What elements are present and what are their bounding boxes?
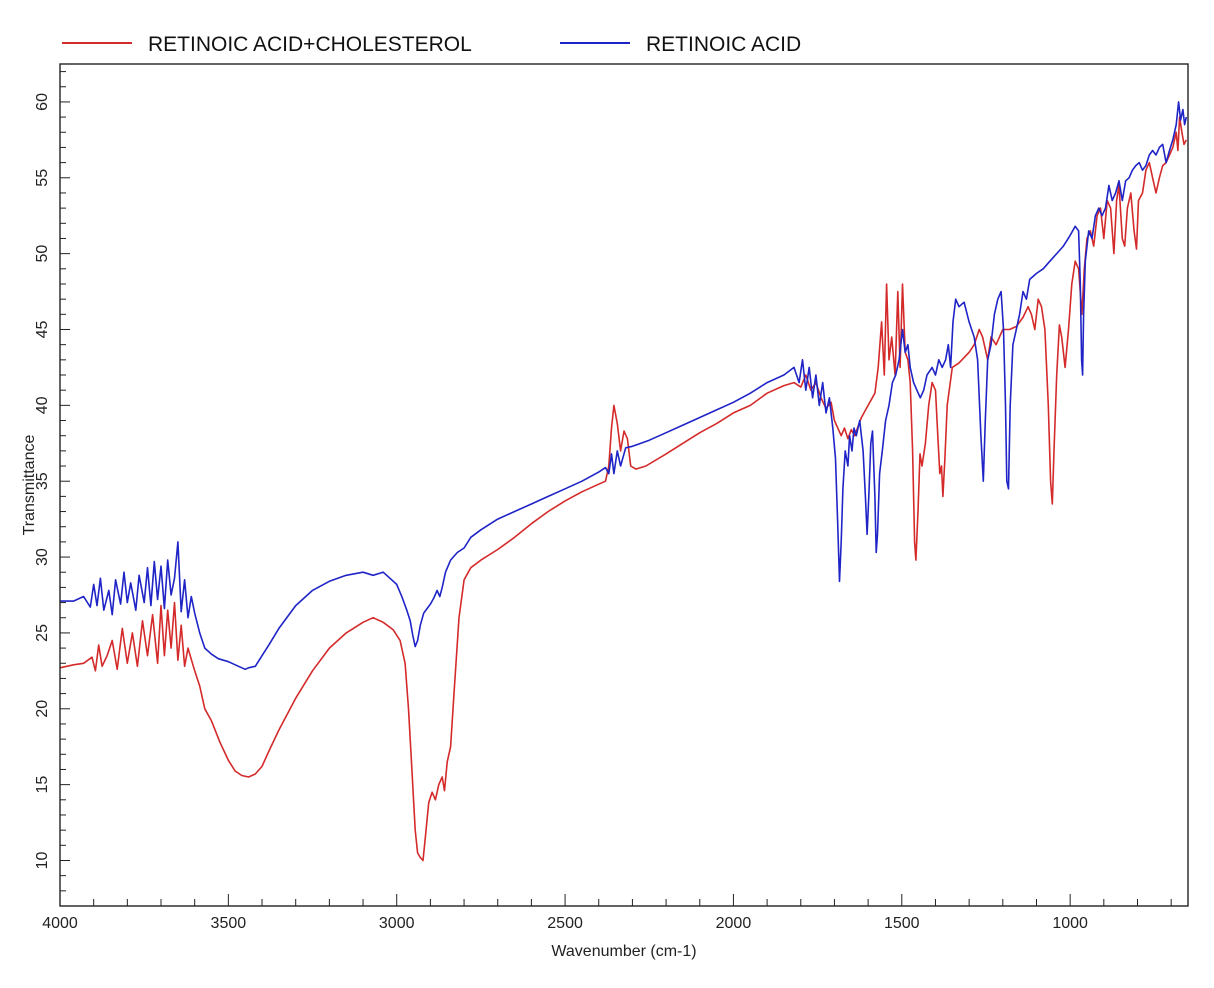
series-line-1	[60, 101, 1188, 671]
y-tick-label: 45	[34, 320, 51, 338]
x-axis-title: Wavenumber (cm-1)	[551, 943, 696, 960]
y-tick-label: 35	[34, 472, 51, 490]
x-tick-label: 1000	[1052, 915, 1088, 932]
x-tick-label: 1500	[884, 915, 920, 932]
x-tick-label: 2000	[716, 915, 752, 932]
y-tick-label: 55	[34, 169, 51, 187]
y-tick-label: 15	[34, 776, 51, 794]
y-tick-label: 30	[34, 548, 51, 566]
y-tick-label: 10	[34, 851, 51, 869]
legend-label-0: RETINOIC ACID+CHOLESTEROL	[148, 33, 472, 56]
plot-frame	[59, 63, 1189, 907]
y-axis: 10 15 20 25 30 35 40 45 50 55 60	[34, 71, 70, 892]
legend: RETINOIC ACID+CHOLESTEROL RETINOIC ACID	[62, 33, 801, 56]
series-layer	[59, 101, 1188, 862]
series-line-0	[59, 116, 1188, 862]
x-tick-label: 2500	[547, 915, 583, 932]
y-axis-title: Transmittance	[21, 435, 38, 536]
y-tick-label: 20	[34, 700, 51, 718]
legend-label-1: RETINOIC ACID	[646, 33, 801, 56]
x-tick-label: 3500	[211, 915, 247, 932]
y-tick-label: 60	[34, 93, 51, 111]
x-axis: 4000 3500 3000 2500 2000 1500 1000	[42, 894, 1172, 932]
y-tick-label: 25	[34, 624, 51, 642]
x-tick-label: 4000	[42, 915, 78, 932]
x-tick-label: 3000	[379, 915, 415, 932]
y-tick-label: 40	[34, 396, 51, 414]
y-tick-label: 50	[34, 245, 51, 263]
